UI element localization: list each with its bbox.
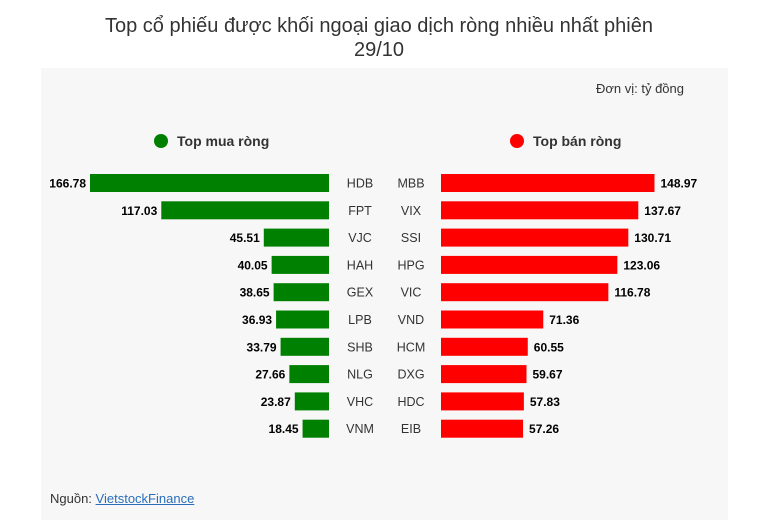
sell-value-label: 71.36 <box>549 313 579 327</box>
sell-value-label: 148.97 <box>660 177 697 191</box>
source-link[interactable]: VietstockFinance <box>95 491 195 506</box>
sell-ticker-label: VIC <box>401 286 422 300</box>
buy-value-label: 27.66 <box>255 368 285 382</box>
buy-ticker-label: GEX <box>347 286 374 300</box>
chart-title-line-2: 29/10 <box>353 39 405 61</box>
sell-bar-mbb <box>441 174 655 192</box>
buy-ticker-label: HDB <box>347 177 373 191</box>
buy-ticker-label: LPB <box>348 313 372 327</box>
sell-bar-vix <box>441 201 639 220</box>
sell-value-label: 130.71 <box>634 231 671 245</box>
sell-ticker-label: VND <box>398 313 424 327</box>
sell-bar-hcm <box>441 337 528 356</box>
legend-buy-dot-icon <box>154 134 168 148</box>
buy-ticker-label: FPT <box>348 204 372 218</box>
sell-bar-eib <box>441 419 524 438</box>
buy-ticker-label: HAH <box>347 258 373 272</box>
sell-ticker-label: HCM <box>397 340 425 354</box>
buy-value-label: 18.45 <box>269 422 299 436</box>
sell-ticker-label: DXG <box>397 368 424 382</box>
chart-panel: Đơn vị: tỷ đồng Top mua ròng Top bán ròn… <box>41 68 728 520</box>
unit-label: Đơn vị: tỷ đồng <box>595 81 684 96</box>
sell-bar-vnd <box>441 310 544 329</box>
buy-value-label: 33.79 <box>247 340 277 354</box>
buy-value-label: 117.03 <box>121 204 157 218</box>
sell-bar-hpg <box>441 255 618 274</box>
sell-ticker-label: MBB <box>397 177 424 191</box>
legend-buy: Top mua ròng <box>154 133 269 149</box>
buy-ticker-label: NLG <box>347 368 373 382</box>
buy-value-label: 23.87 <box>261 395 291 409</box>
buy-value-label: 38.65 <box>240 286 270 300</box>
buy-ticker-label: VHC <box>347 395 373 409</box>
sell-ticker-label: HPG <box>397 258 424 272</box>
buy-ticker-label: VNM <box>346 422 374 436</box>
sell-value-label: 116.78 <box>614 286 650 300</box>
buy-bar-vjc <box>263 228 329 247</box>
buy-ticker-label: SHB <box>347 340 373 354</box>
chart-title-line-1: Top cổ phiếu được khối ngoại giao dịch r… <box>104 15 653 37</box>
sell-bar-dxg <box>441 365 527 384</box>
sell-value-label: 123.06 <box>623 258 660 272</box>
sell-bar-vic <box>441 283 609 302</box>
legend-buy-label: Top mua ròng <box>177 133 270 149</box>
source-line: Nguồn: VietstockFinance <box>50 491 194 506</box>
buy-value-label: 45.51 <box>230 231 260 245</box>
sell-bar-ssi <box>441 228 629 247</box>
legend-sell-label: Top bán ròng <box>533 133 622 149</box>
sell-ticker-label: SSI <box>401 231 421 245</box>
buy-bar-vnm <box>302 419 329 438</box>
sell-ticker-label: EIB <box>401 422 421 436</box>
net-trading-chart: 166.78 HDB 117.03 FPT 45.51 VJC 40.05 HAH 38.65 G… <box>49 174 698 438</box>
sell-value-label: 59.67 <box>533 368 563 382</box>
legend-sell-dot-icon <box>510 134 524 148</box>
buy-value-label: 40.05 <box>238 258 268 272</box>
sell-value-label: 137.67 <box>644 204 681 218</box>
sell-value-label: 57.26 <box>529 422 559 436</box>
source-label: Nguồn: <box>50 491 92 506</box>
buy-ticker-label: VJC <box>348 231 372 245</box>
legend-sell: Top bán ròng <box>510 133 621 149</box>
sell-bar-hdc <box>441 392 524 411</box>
buy-bar-shb <box>280 337 329 356</box>
buy-bar-fpt <box>161 201 329 220</box>
buy-bar-hah <box>271 255 329 274</box>
buy-bar-lpb <box>276 310 329 329</box>
chart-title: Top cổ phiếu được khối ngoại giao dịch r… <box>0 14 758 62</box>
sell-value-label: 60.55 <box>534 340 564 354</box>
sell-value-label: 57.83 <box>530 395 560 409</box>
buy-bar-vhc <box>294 392 329 411</box>
buy-bar-nlg <box>289 365 329 384</box>
sell-ticker-label: VIX <box>401 204 422 218</box>
buy-bar-hdb <box>90 174 329 192</box>
sell-ticker-label: HDC <box>397 395 424 409</box>
buy-value-label: 166.78 <box>49 177 86 191</box>
buy-bar-gex <box>273 283 329 302</box>
buy-value-label: 36.93 <box>242 313 272 327</box>
